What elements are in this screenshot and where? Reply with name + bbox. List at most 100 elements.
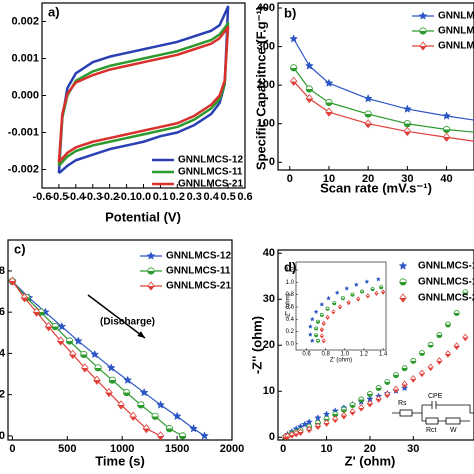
marker: [314, 326, 319, 331]
marker: [442, 111, 451, 120]
marker: [410, 374, 417, 383]
marker: [319, 327, 324, 333]
marker: [444, 350, 452, 358]
y-tick-label: 200: [257, 79, 275, 91]
marker: [309, 338, 315, 343]
marker: [305, 418, 313, 426]
marker: [189, 424, 198, 433]
marker: [165, 425, 174, 433]
legend-label: GNNLMCS-12: [178, 155, 243, 166]
legend-label: GNNLMCS-21: [178, 179, 243, 190]
y-tick-label: 400: [257, 2, 275, 14]
marker: [314, 333, 319, 338]
marker: [325, 314, 330, 321]
x-tick-label: 20: [364, 443, 376, 455]
x-tick-label: 0.0: [136, 191, 151, 203]
marker: [105, 387, 113, 398]
x-tick-label: 0: [280, 443, 286, 455]
marker: [142, 424, 151, 434]
marker: [57, 321, 67, 331]
y-tick-label: 0: [0, 430, 5, 442]
y-tick-label: 0.2: [286, 329, 295, 335]
marker: [323, 419, 330, 427]
marker: [445, 321, 451, 328]
y-tick-label: -0.001: [8, 126, 39, 138]
marker: [402, 104, 412, 113]
marker: [401, 365, 408, 372]
legend-marker: [418, 11, 428, 20]
y-tick-label: 6: [0, 306, 5, 318]
arrow-shaft: [87, 294, 146, 339]
x-tick-label: 1.4: [379, 352, 388, 358]
marker: [392, 385, 400, 394]
marker: [108, 376, 116, 384]
y-tick-label: 0.001: [11, 52, 39, 64]
marker: [20, 293, 29, 303]
marker: [442, 125, 451, 134]
marker: [123, 375, 133, 384]
marker: [178, 432, 187, 440]
marker: [151, 412, 159, 420]
marker: [403, 120, 411, 128]
legend-label: GNNLMCS-11: [438, 26, 474, 37]
y-axis-label: Specific Capacitnce (F.g⁻¹): [253, 6, 268, 170]
marker: [364, 119, 372, 129]
marker: [366, 391, 373, 397]
marker: [384, 379, 391, 385]
marker: [172, 411, 182, 421]
marker: [374, 290, 379, 297]
marker: [364, 279, 370, 284]
x-tick-label: 0.4: [204, 191, 220, 203]
marker: [304, 61, 314, 70]
marker: [81, 363, 89, 373]
y-tick-label: 1.2: [286, 268, 295, 274]
panel-label: b): [284, 5, 296, 20]
marker: [200, 431, 209, 440]
legend-label: GNNLMCS-11: [178, 167, 243, 178]
marker: [322, 410, 331, 418]
x-tick-label: 0.6: [302, 352, 311, 358]
marker: [139, 387, 149, 397]
capacitor: [431, 401, 437, 409]
x-tick-label: 40: [440, 173, 452, 185]
marker: [8, 276, 17, 286]
marker: [289, 34, 299, 43]
marker: [442, 132, 451, 142]
panel-label: d): [284, 259, 296, 274]
y-tick-label: 20: [263, 339, 275, 351]
legend-label: GNNLMCS-11: [418, 277, 474, 288]
marker: [403, 126, 412, 137]
marker: [364, 110, 372, 118]
marker: [106, 363, 116, 372]
plot-area: [281, 289, 469, 440]
marker: [65, 337, 74, 345]
marker: [462, 289, 469, 296]
circuit-label: Rs: [398, 400, 407, 407]
x-tick-label: -0.3: [83, 191, 102, 203]
marker: [156, 400, 166, 409]
arrow-head: [137, 331, 145, 338]
marker: [122, 388, 131, 397]
x-axis-label: Potential (V): [105, 209, 181, 224]
marker: [325, 107, 333, 117]
marker: [44, 321, 53, 332]
x-tick-label: 0.2: [170, 191, 185, 203]
x-tick-label: 1.2: [360, 352, 369, 358]
y-tick-label: 0: [269, 156, 275, 168]
plot-frame: [41, 2, 246, 189]
marker: [370, 287, 375, 292]
marker: [346, 299, 351, 306]
marker: [56, 336, 65, 346]
plot-frame: [7, 239, 233, 441]
x-tick-label: 10: [320, 443, 332, 455]
x-tick-label: 10: [323, 173, 335, 185]
legend-label: GNNLMCS-12: [418, 261, 474, 272]
warburg: [445, 417, 461, 425]
y-axis-label: -Z'' (ohm): [249, 316, 264, 374]
marker: [349, 402, 356, 408]
y-tick-label: 0.6: [286, 305, 295, 311]
y-tick-label: 0: [269, 431, 275, 443]
marker: [384, 390, 391, 399]
marker: [375, 276, 381, 282]
